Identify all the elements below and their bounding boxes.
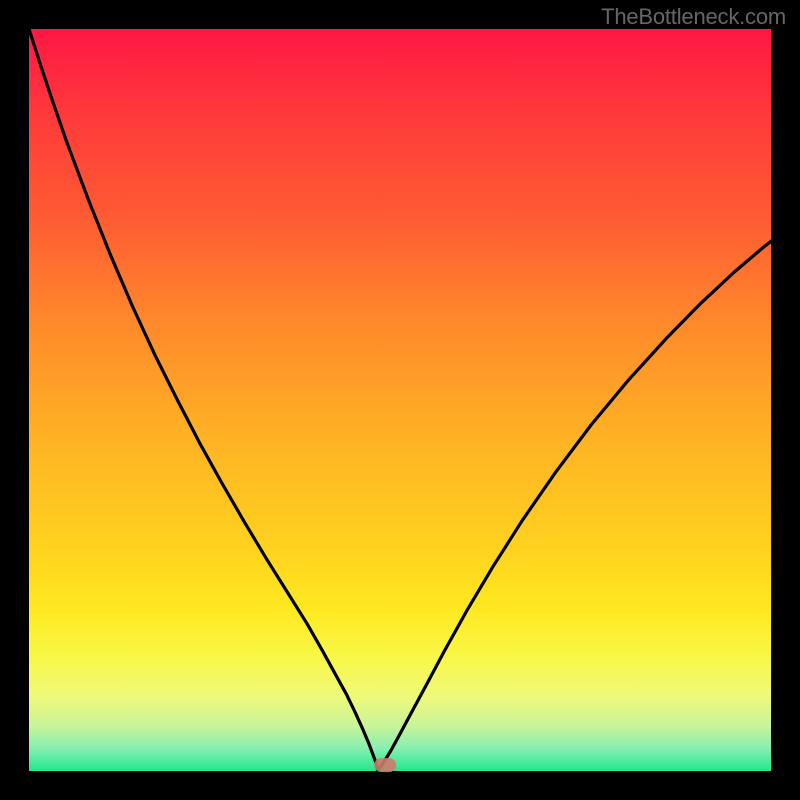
bottleneck-chart [0, 0, 800, 800]
optimal-point-marker [374, 758, 396, 772]
chart-plot-background [29, 29, 771, 771]
watermark-text: TheBottleneck.com [601, 4, 786, 30]
